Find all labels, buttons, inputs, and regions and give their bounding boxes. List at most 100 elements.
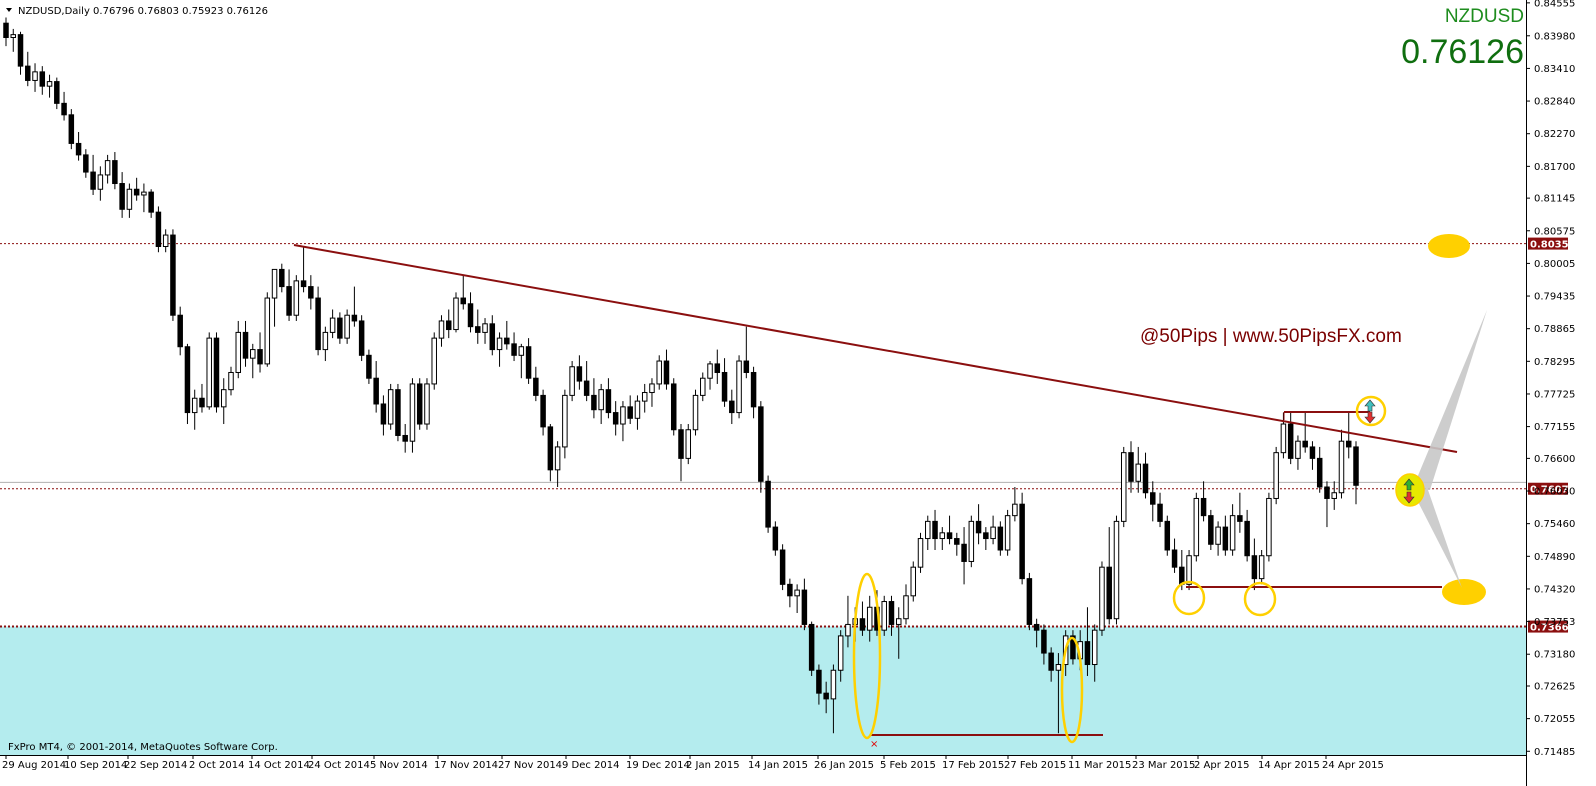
target-marker-upper (1428, 234, 1470, 258)
candle-body (10, 34, 17, 39)
candle-body (133, 188, 140, 196)
candle-body (1012, 503, 1018, 517)
candle-body (75, 142, 82, 156)
candle (612, 401, 619, 436)
candle (257, 332, 263, 373)
candle-body (656, 360, 662, 385)
x-tick-label: 5 Feb 2015 (880, 760, 936, 771)
candle-body (1229, 515, 1236, 551)
candle-body (888, 601, 895, 625)
candle (1033, 618, 1040, 648)
candle (1316, 446, 1323, 493)
candle-body (1004, 515, 1011, 551)
candle-body (300, 280, 307, 288)
candle (344, 309, 350, 344)
candle-body (1157, 503, 1163, 522)
y-tick-label: 0.78865 (1534, 324, 1575, 335)
candle (881, 595, 887, 636)
candle-body (257, 349, 263, 365)
candle-body (1186, 555, 1192, 585)
candle-body (925, 520, 931, 540)
candle (358, 315, 365, 362)
x-tick-label: 17 Feb 2015 (942, 760, 1004, 771)
trendline[interactable] (293, 244, 1458, 453)
candle-body (112, 160, 118, 185)
candle-body (511, 343, 517, 356)
candle (591, 378, 597, 419)
candle (133, 177, 140, 201)
candle (1200, 481, 1207, 522)
candle-body (206, 337, 212, 408)
candle (758, 401, 764, 493)
highlight-ellipse (1060, 636, 1084, 744)
candle (685, 424, 692, 465)
candle-body (787, 583, 793, 597)
y-tick-label: 0.78295 (1534, 357, 1575, 368)
candle-body (1041, 629, 1047, 654)
y-tick-label: 0.75460 (1534, 519, 1575, 530)
candle (816, 664, 822, 705)
candle-body (1215, 526, 1221, 545)
candle (1019, 492, 1025, 585)
x-tick-label: 24 Oct 2014 (308, 760, 370, 771)
candle-body (772, 526, 779, 551)
candle (736, 355, 742, 419)
candle (939, 527, 946, 551)
candle-body (823, 692, 829, 700)
candle (663, 349, 670, 390)
candle-body (315, 297, 321, 351)
candle-body (518, 346, 525, 356)
y-tick-label: 0.84555 (1534, 0, 1575, 9)
candle (68, 109, 75, 150)
candle-body (264, 297, 271, 365)
candle (859, 601, 866, 636)
candle-body (3, 22, 9, 39)
candle-body (576, 366, 583, 382)
candle (1048, 647, 1054, 682)
candle-body (409, 383, 416, 442)
candle (1338, 429, 1345, 499)
candle (562, 389, 568, 459)
projection-lower (1412, 490, 1462, 588)
candle (518, 343, 525, 379)
candle (895, 607, 902, 659)
candle (598, 383, 604, 425)
candle-body (148, 191, 154, 213)
candle (830, 664, 837, 734)
y-tick-label: 0.76030 (1534, 487, 1575, 498)
candle (1237, 492, 1243, 533)
candle-body (235, 331, 242, 373)
candle-body (961, 543, 967, 562)
candle (656, 355, 662, 390)
candle (32, 63, 38, 92)
candle (264, 292, 271, 367)
candle (917, 532, 924, 573)
candle (119, 172, 125, 218)
candle-body (467, 303, 474, 328)
candle-body (228, 371, 234, 391)
candle (279, 263, 285, 293)
candle (1128, 441, 1134, 493)
x-tick-label: 14 Oct 2014 (248, 760, 310, 771)
candle-body (525, 346, 532, 379)
candle (1208, 509, 1214, 551)
level-tag-label: 0.73663 (1530, 623, 1576, 634)
candle (729, 389, 735, 425)
candle-body (199, 397, 205, 408)
menu-triangle-icon[interactable] (6, 8, 12, 12)
candle (823, 681, 829, 714)
candle (1142, 452, 1149, 499)
candle (808, 621, 815, 676)
candle (1026, 572, 1033, 631)
candle-body (220, 389, 227, 408)
candle (903, 584, 909, 625)
candle-body (395, 389, 401, 436)
y-tick-label: 0.72055 (1534, 714, 1575, 725)
candle-body (1120, 452, 1127, 522)
candle (627, 395, 633, 425)
candle-body (808, 623, 815, 671)
candle-body (366, 354, 372, 379)
candle-body (765, 480, 771, 528)
candle (482, 318, 488, 344)
